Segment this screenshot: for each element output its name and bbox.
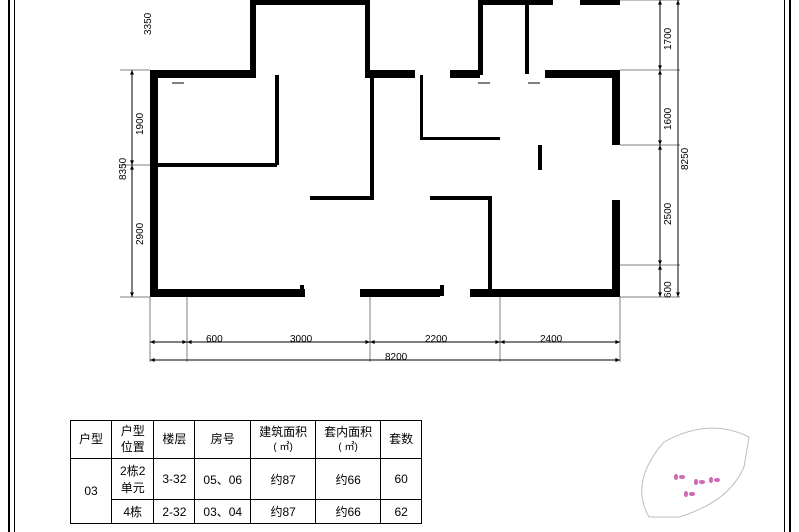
dim-right-seg-0: 1700 — [663, 28, 674, 50]
cell-location: 2栋2 单元 — [112, 459, 154, 500]
dim-top-left: 3350 — [143, 13, 154, 35]
unit-table: 户型 户型 位置 楼层 房号 建筑面积 ( ㎡) 套内面积 ( ㎡) 套数 03… — [70, 420, 422, 524]
dim-left-seg-0: 1900 — [135, 113, 146, 135]
cell-location: 4栋 — [112, 500, 154, 524]
dim-bottom-seg-2: 2200 — [425, 334, 447, 345]
dim-bottom-seg-0: 600 — [206, 334, 223, 345]
dim-right-main: 8250 — [680, 148, 691, 170]
dim-left-seg-1: 2900 — [135, 223, 146, 245]
th-gross: 建筑面积 ( ㎡) — [251, 421, 316, 459]
dim-left-main: 8350 — [118, 158, 129, 180]
cell-typecode: 03 — [71, 459, 112, 524]
cell-roomno: 03、04 — [195, 500, 251, 524]
th-units: 套数 — [381, 421, 422, 459]
cell-units: 60 — [381, 459, 422, 500]
th-roomno: 房号 — [195, 421, 251, 459]
dim-bottom-main: 8200 — [385, 352, 407, 363]
dim-bottom-seg-3: 2400 — [540, 334, 562, 345]
cell-units: 62 — [381, 500, 422, 524]
cell-net: 约66 — [316, 459, 381, 500]
dim-bottom-seg-1: 3000 — [290, 334, 312, 345]
cell-gross: 约87 — [251, 459, 316, 500]
dim-right-seg-2: 2500 — [663, 203, 674, 225]
table-row: 03 2栋2 单元 3-32 05、06 约87 约66 60 — [71, 459, 422, 500]
th-location: 户型 位置 — [112, 421, 154, 459]
table-header-row: 户型 户型 位置 楼层 房号 建筑面积 ( ㎡) 套内面积 ( ㎡) 套数 — [71, 421, 422, 459]
th-floors: 楼层 — [154, 421, 195, 459]
cell-roomno: 05、06 — [195, 459, 251, 500]
dim-right-seg-3: 600 — [663, 281, 674, 298]
th-type: 户型 — [71, 421, 112, 459]
cell-gross: 约87 — [251, 500, 316, 524]
dim-right-seg-1: 1600 — [663, 108, 674, 130]
cell-floors: 3-32 — [154, 459, 195, 500]
cell-net: 约66 — [316, 500, 381, 524]
table-row: 4栋 2-32 03、04 约87 约66 62 — [71, 500, 422, 524]
site-mini-map — [619, 422, 759, 522]
th-net: 套内面积 ( ㎡) — [316, 421, 381, 459]
floorplan — [120, 0, 680, 370]
cell-floors: 2-32 — [154, 500, 195, 524]
